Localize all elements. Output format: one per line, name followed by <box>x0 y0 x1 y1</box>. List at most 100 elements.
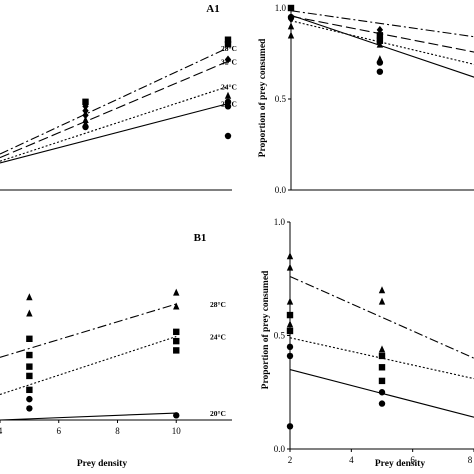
triangle-marker <box>224 91 232 99</box>
trend-line <box>0 60 229 159</box>
trend-line <box>0 103 229 164</box>
y-axis-label: Proportion of prey consumed <box>258 38 268 157</box>
triangle-marker <box>378 345 386 353</box>
x-tick-label: 6 <box>410 455 415 465</box>
square-marker <box>286 327 294 335</box>
triangle-marker <box>378 286 386 294</box>
circle-marker <box>26 405 33 412</box>
triangle-marker <box>286 297 294 305</box>
series-0: 28°C <box>0 36 237 155</box>
trend-line <box>0 412 177 421</box>
series-label: 28°C <box>221 44 237 53</box>
triangle-marker <box>26 309 33 317</box>
panel-top-right: Proportion of prey consumed 0.0 0.5 1.0 <box>258 3 474 195</box>
square-marker <box>286 311 294 319</box>
panel-a1: A1 28°C 32°C 24°C 20°C <box>0 3 237 191</box>
square-marker <box>26 335 33 342</box>
y-tick-label: 0.5 <box>275 94 287 104</box>
panel-bottom-right: Proportion of prey consumed Prey density… <box>261 217 474 469</box>
trend-line <box>290 20 474 65</box>
x-tick-label: 2 <box>288 455 293 465</box>
triangle-marker <box>287 31 295 39</box>
series-3 <box>287 13 474 78</box>
y-tick-label: 1.0 <box>274 217 286 227</box>
square-marker <box>26 351 33 359</box>
series-label: 24°C <box>221 83 237 92</box>
square-marker <box>82 98 89 105</box>
series-label: 24°C <box>210 332 226 341</box>
x-tick-label: 4 <box>0 426 3 436</box>
y-tick-label: 0.0 <box>275 185 287 195</box>
series-label: 20°C <box>221 100 237 109</box>
circle-marker <box>286 352 294 360</box>
series-2: 20°C <box>0 395 226 421</box>
circle-marker <box>224 132 232 140</box>
circle-marker <box>378 389 386 396</box>
triangle-marker <box>286 320 294 328</box>
series-3: 20°C <box>0 98 237 164</box>
square-marker <box>287 4 295 12</box>
x-tick-label: 6 <box>57 426 62 436</box>
trend-line <box>290 14 474 78</box>
series-1 <box>287 14 474 53</box>
square-marker <box>26 363 33 370</box>
x-tick-label: 4 <box>349 455 354 465</box>
circle-marker <box>286 343 294 351</box>
series-2 <box>286 343 474 430</box>
x-tick-label: 8 <box>468 455 473 465</box>
series-2 <box>287 20 474 66</box>
circle-marker <box>286 423 294 430</box>
series-1: 24°C <box>0 328 226 396</box>
circle-marker <box>378 400 386 407</box>
diamond-marker <box>82 106 89 115</box>
triangle-marker <box>287 22 295 30</box>
panel-label: A1 <box>206 3 219 15</box>
series-1: 32°C <box>0 55 237 159</box>
x-tick-label: 10 <box>172 426 182 436</box>
triangle-marker <box>26 293 33 301</box>
triangle-marker <box>378 297 386 305</box>
circle-marker <box>376 59 384 66</box>
circle-marker <box>224 98 232 106</box>
square-marker <box>376 32 384 39</box>
diamond-marker <box>376 25 384 34</box>
square-marker <box>26 386 33 394</box>
circle-marker <box>376 68 384 75</box>
series-label: 20°C <box>210 409 226 418</box>
triangle-marker <box>286 263 294 271</box>
circle-marker <box>173 412 180 419</box>
square-marker <box>173 347 180 354</box>
x-axis-label: Prey density <box>375 459 425 469</box>
x-tick-label: 8 <box>115 426 120 436</box>
trend-line <box>290 10 474 38</box>
square-marker <box>224 41 232 48</box>
trend-line <box>0 85 229 162</box>
square-marker <box>378 364 386 371</box>
square-marker <box>173 337 180 345</box>
circle-marker <box>224 103 232 110</box>
series-label: 28°C <box>210 300 226 309</box>
triangle-marker <box>173 302 180 310</box>
triangle-marker <box>173 288 180 296</box>
diamond-marker <box>82 111 89 120</box>
panel-b1: B1 Prey density 4 6 8 10 28°C 24°C 20°C <box>0 232 232 469</box>
square-marker <box>378 377 386 385</box>
trend-line <box>0 47 229 155</box>
square-marker <box>224 36 232 43</box>
circle-marker <box>82 123 89 131</box>
y-tick-label: 0.5 <box>274 331 286 341</box>
triangle-marker <box>286 252 294 260</box>
diamond-marker <box>82 102 89 111</box>
square-marker <box>26 372 33 380</box>
series-2: 24°C <box>0 83 237 162</box>
panel-label: B1 <box>194 232 207 244</box>
series-0 <box>286 252 474 359</box>
series-0 <box>287 4 474 39</box>
y-tick-label: 1.0 <box>275 3 287 13</box>
square-marker <box>378 352 386 360</box>
circle-marker <box>287 13 295 21</box>
series-label: 32°C <box>221 57 237 66</box>
y-axis-label: Proportion of prey consumed <box>261 270 271 389</box>
triangle-marker <box>82 116 89 123</box>
